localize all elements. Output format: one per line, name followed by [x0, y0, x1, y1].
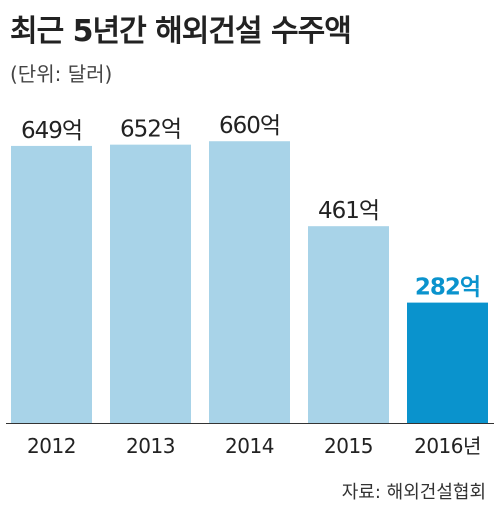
category-label-2014: 2014 [225, 434, 274, 458]
value-label-2014: 660억 [219, 113, 280, 139]
source-note: 자료: 해외건설협회 [341, 482, 486, 503]
bar-2012 [11, 145, 92, 423]
value-label-2012: 649억 [21, 118, 82, 144]
unit-label: (단위: 달러) [10, 62, 113, 86]
bar-2013 [110, 144, 191, 423]
value-label-2015: 461억 [318, 198, 379, 224]
category-label-2012: 2012 [27, 434, 76, 458]
category-label-2016년: 2016년 [414, 434, 481, 458]
chart-title: 최근 5년간 해외건설 수주액 [10, 14, 352, 49]
bars-layer [11, 141, 488, 423]
value-label-2013: 652억 [120, 117, 181, 143]
bar-2016년 [407, 302, 488, 423]
value-label-2016년: 282억 [415, 275, 480, 301]
bar-2015 [308, 226, 389, 423]
category-label-2015: 2015 [324, 434, 373, 458]
category-label-2013: 2013 [126, 434, 175, 458]
bar-2014 [209, 141, 290, 423]
labels-layer: 649억 2012 652억 2013 660억 2014 461억 2015 282억 2016… [21, 113, 481, 458]
